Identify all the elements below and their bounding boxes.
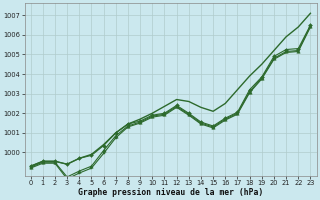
X-axis label: Graphe pression niveau de la mer (hPa): Graphe pression niveau de la mer (hPa): [78, 188, 263, 197]
